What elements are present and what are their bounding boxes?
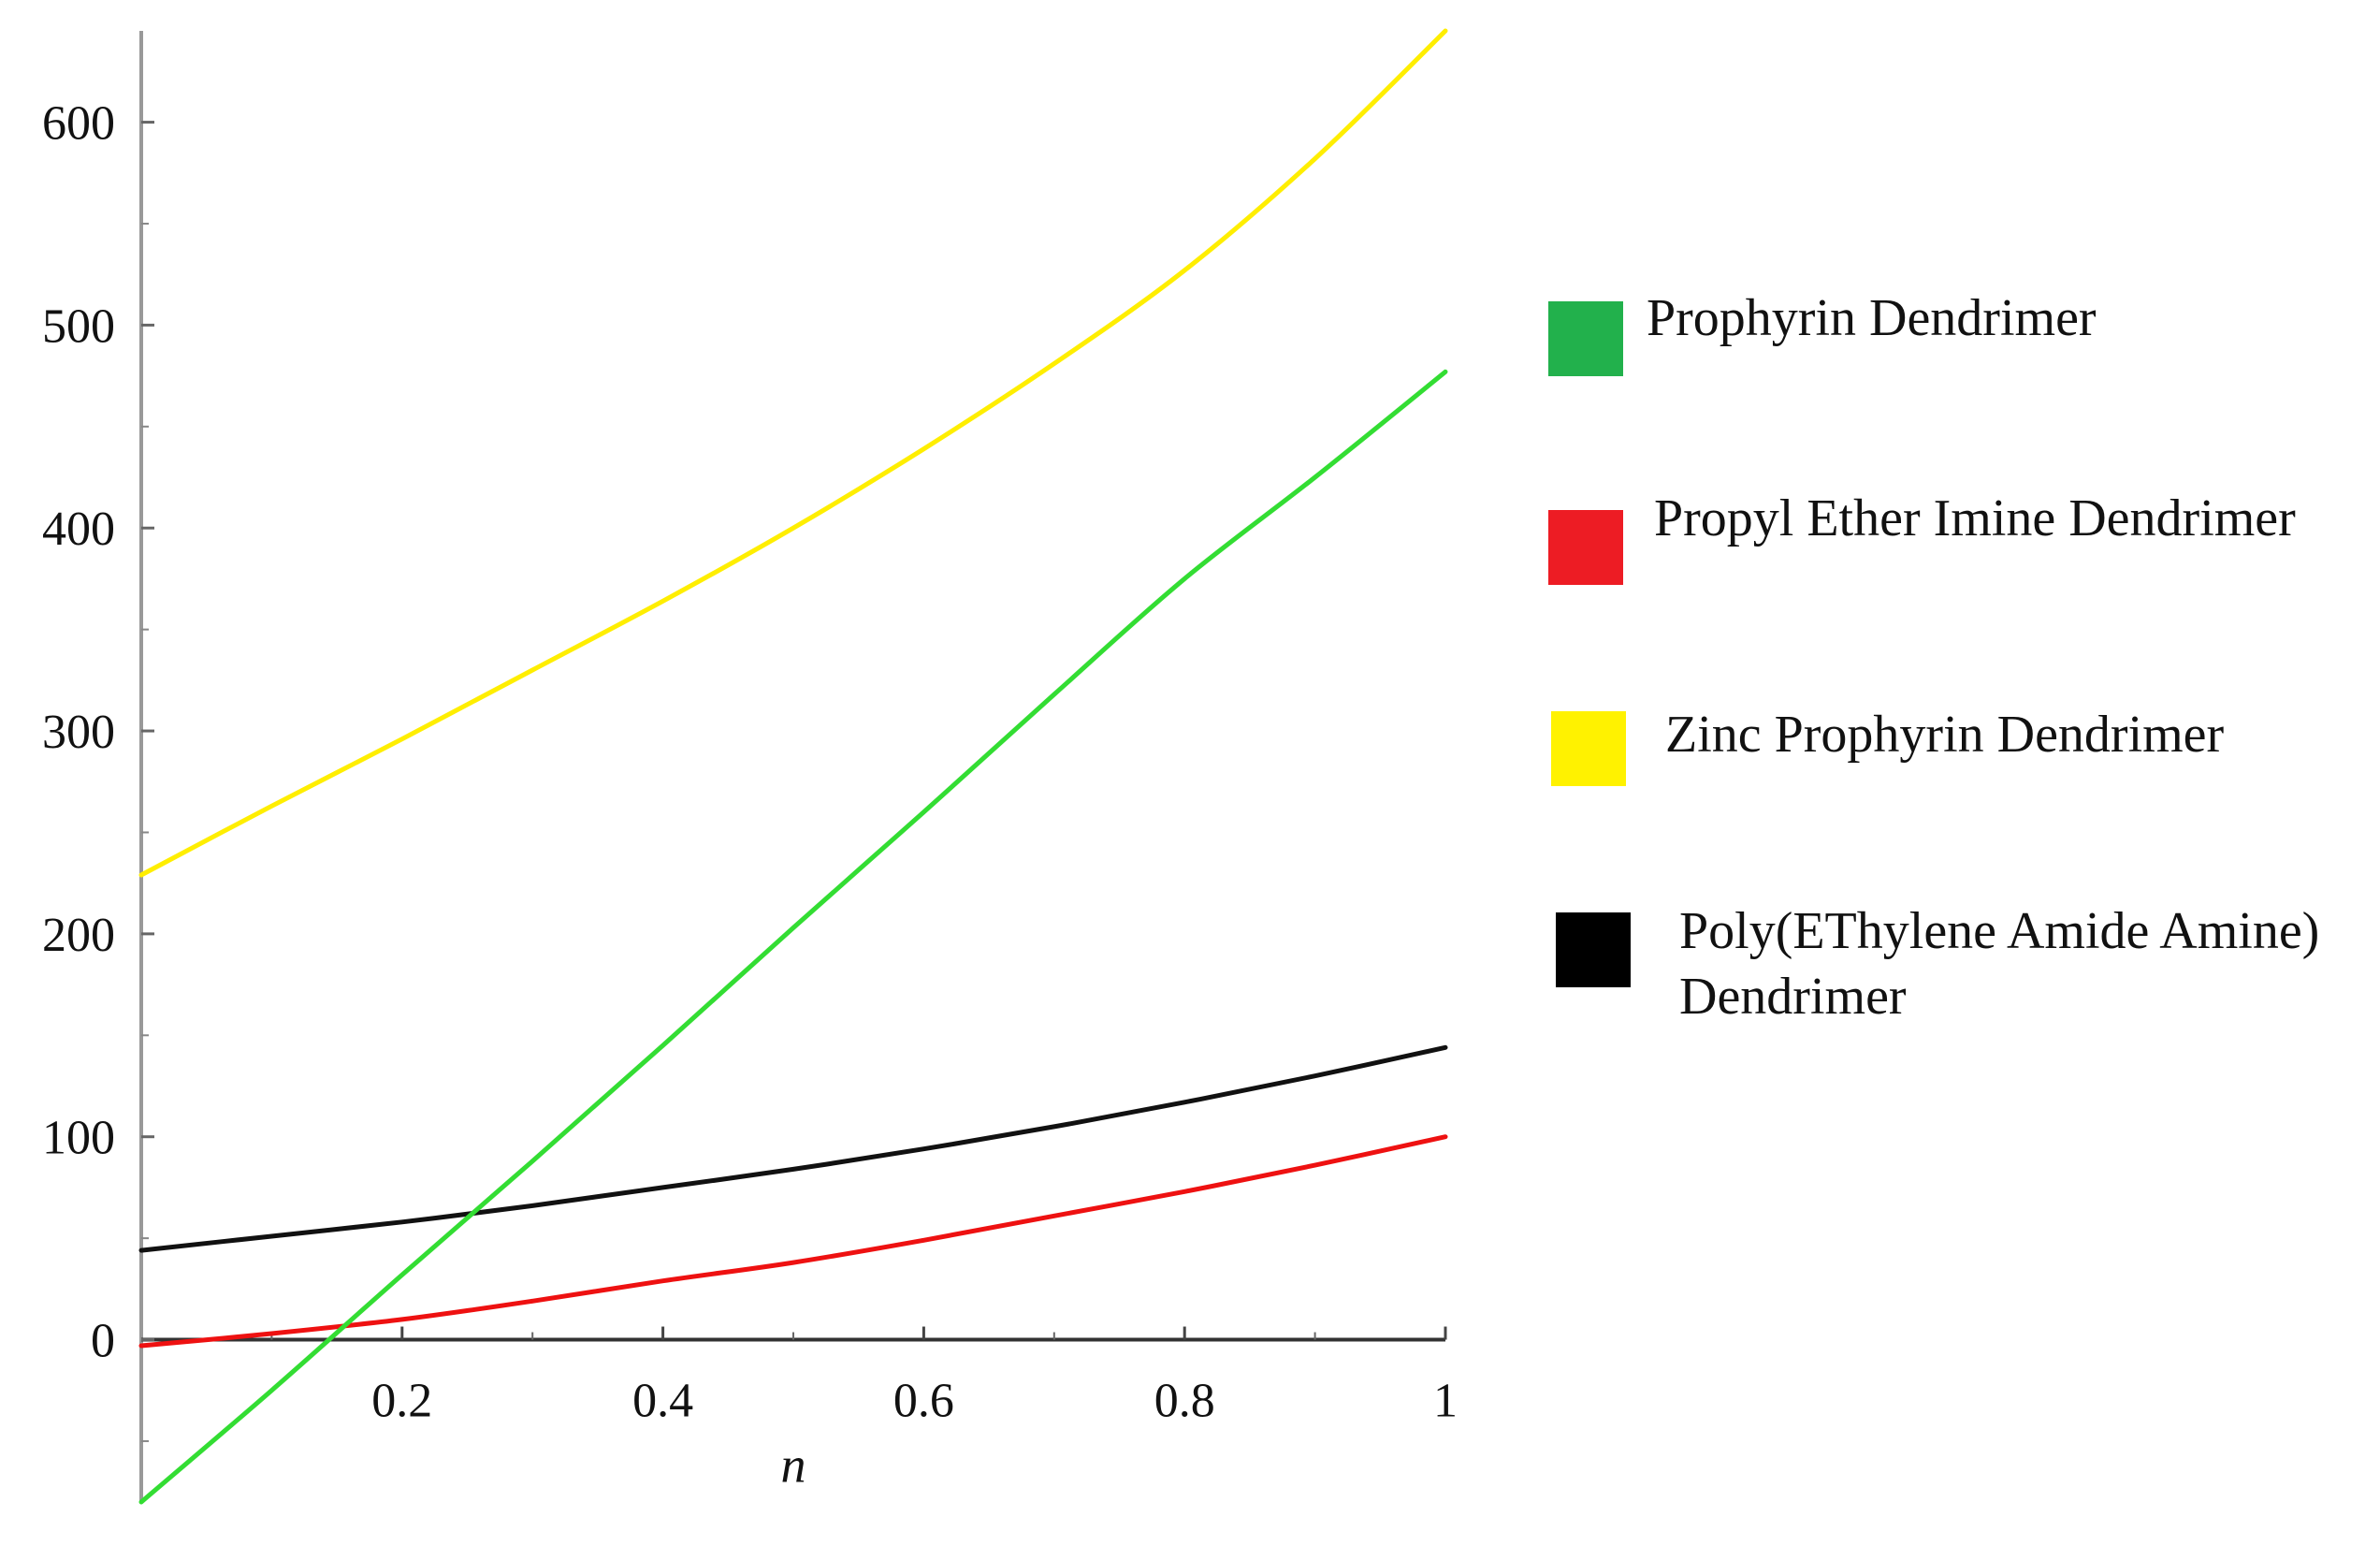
legend-swatch (1556, 912, 1631, 987)
legend-label: Zinc Prophyrin Dendrimer (1665, 706, 2225, 764)
x-tick-label: 0.8 (1154, 1375, 1215, 1428)
legend-swatch (1548, 510, 1623, 585)
legend-item: Prophyrin Dendrimer (1548, 289, 2097, 376)
legend-label: Propyl Ether Imine Dendrimer (1654, 489, 2296, 547)
y-tick-label: 200 (42, 909, 115, 962)
y-tick-label: 100 (42, 1112, 115, 1165)
legend: Prophyrin Dendrimer Propyl Ether Imine De… (1548, 289, 2319, 1026)
series-line-3 (138, 1044, 1448, 1253)
legend-label: Dendrimer (1679, 968, 1907, 1026)
axes: 0 100 200 300 400 500 600 0.2 0.4 0.6 0.8 1 n (42, 31, 1458, 1502)
legend-label: Prophyrin Dendrimer (1647, 289, 2097, 347)
legend-label: Poly(EThylene Amide Amine) (1679, 902, 2319, 960)
series-line-2 (138, 28, 1448, 878)
x-tick-label: 0.6 (893, 1375, 954, 1428)
legend-swatch (1551, 711, 1626, 786)
series-line-1 (138, 1134, 1448, 1349)
y-tick-label: 0 (91, 1315, 115, 1368)
y-tick-label: 400 (42, 503, 115, 556)
x-tick-label: 0.4 (632, 1375, 693, 1428)
legend-swatch (1548, 301, 1623, 376)
series-lines (138, 28, 1448, 1505)
x-axis-title: n (781, 1437, 806, 1494)
y-tick-label: 500 (42, 299, 115, 353)
y-tick-label: 300 (42, 706, 115, 759)
y-tick-label: 600 (42, 97, 115, 151)
legend-item: Propyl Ether Imine Dendrimer (1548, 489, 2296, 585)
series-line-0 (138, 369, 1448, 1505)
legend-item: Zinc Prophyrin Dendrimer (1551, 706, 2225, 786)
legend-item: Poly(EThylene Amide Amine) Dendrimer (1556, 902, 2319, 1026)
x-tick-label: 1 (1433, 1375, 1458, 1428)
x-tick-label: 0.2 (371, 1375, 432, 1428)
